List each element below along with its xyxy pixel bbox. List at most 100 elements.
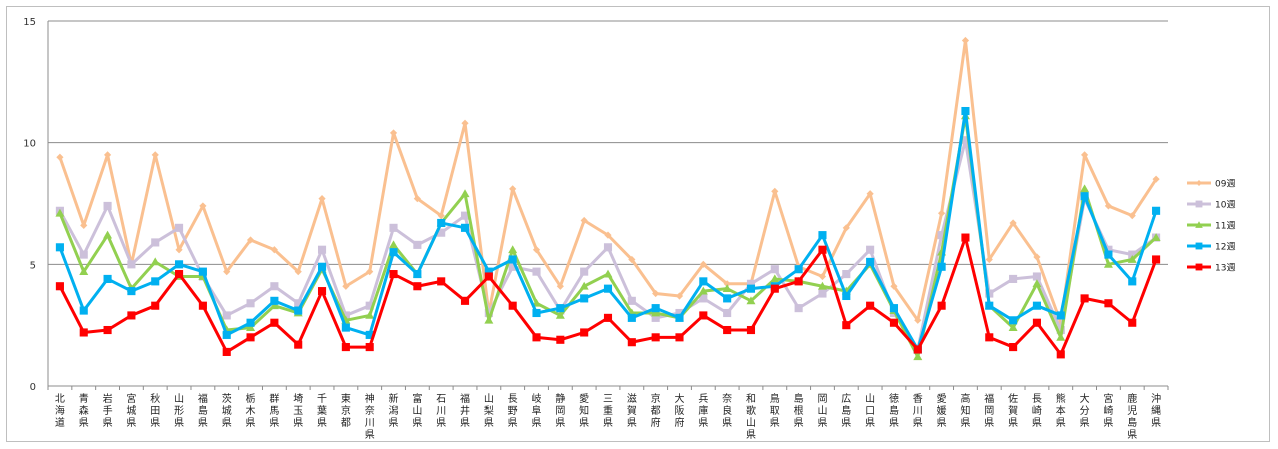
- data-point: [151, 151, 159, 159]
- x-tick-label: 栃木県: [246, 392, 256, 429]
- x-tick-label: 宮崎県: [1103, 392, 1113, 429]
- data-point: [866, 190, 874, 198]
- data-point: [223, 268, 231, 276]
- data-point: [413, 240, 422, 249]
- data-point: [961, 106, 970, 116]
- data-point: [675, 313, 684, 322]
- data-point: [103, 274, 112, 283]
- data-point: [270, 296, 279, 305]
- data-point: [556, 304, 565, 313]
- data-point: [413, 195, 421, 203]
- data-point: [532, 246, 541, 254]
- data-point: [1151, 233, 1161, 241]
- data-point: [127, 287, 136, 296]
- data-point: [603, 269, 613, 278]
- data-point: [294, 299, 303, 308]
- x-tick-label: 岐阜県: [532, 392, 542, 429]
- data-point: [699, 260, 707, 268]
- data-point: [842, 270, 851, 279]
- data-point: [198, 301, 207, 310]
- data-point: [461, 119, 469, 127]
- data-point: [56, 153, 64, 161]
- data-point: [342, 282, 350, 290]
- data-point: [652, 289, 660, 298]
- data-point: [1104, 245, 1113, 254]
- data-point: [532, 267, 541, 276]
- x-tick-label: 福島県: [198, 392, 208, 429]
- data-point: [913, 352, 923, 361]
- data-point: [246, 323, 256, 331]
- data-point: [127, 260, 136, 269]
- data-point: [1032, 318, 1041, 327]
- data-point: [866, 301, 875, 310]
- data-point: [937, 262, 946, 271]
- x-tick-label: 石川県: [436, 394, 446, 429]
- data-point: [961, 233, 970, 242]
- data-point: [532, 308, 541, 318]
- data-point: [675, 292, 684, 300]
- data-point: [389, 270, 398, 279]
- data-point: [818, 231, 827, 240]
- series-4: [55, 106, 1161, 354]
- data-point: [628, 255, 636, 264]
- data-point: [1009, 219, 1017, 227]
- x-tick-label: 山口県: [865, 393, 875, 429]
- data-point: [1080, 151, 1089, 159]
- data-point: [1104, 202, 1113, 210]
- gridlines: [48, 20, 1168, 265]
- data-point: [79, 306, 88, 315]
- data-point: [1056, 311, 1065, 320]
- data-point: [246, 318, 255, 327]
- data-point: [317, 287, 327, 296]
- x-tick-label: 長野県: [508, 393, 518, 429]
- data-point: [580, 328, 589, 337]
- data-point: [175, 246, 183, 254]
- data-point: [556, 335, 565, 344]
- data-point: [1152, 255, 1161, 264]
- x-tick-label: 長崎県: [1032, 393, 1042, 429]
- data-point: [603, 313, 613, 322]
- legend-item: 12週: [1187, 242, 1235, 253]
- data-point: [103, 201, 112, 210]
- legend-item: 10週: [1187, 200, 1235, 211]
- x-tick-label: 群馬県: [269, 392, 279, 429]
- x-tick-label: 神奈川県: [365, 392, 375, 441]
- legend-label: 13週: [1215, 263, 1235, 274]
- data-point: [580, 294, 589, 303]
- data-point: [269, 301, 279, 310]
- legend-item: 11週: [1187, 221, 1235, 232]
- legend-label: 10週: [1215, 200, 1235, 211]
- data-point: [651, 333, 660, 342]
- data-point: [103, 151, 112, 159]
- data-point: [723, 294, 732, 303]
- data-point: [1127, 254, 1137, 263]
- data-point: [699, 311, 708, 320]
- data-point: [366, 268, 374, 276]
- data-point: [723, 325, 732, 335]
- data-point: [1104, 299, 1113, 308]
- data-point: [222, 347, 231, 356]
- y-tick-label: 10: [23, 139, 36, 150]
- data-point: [627, 313, 636, 322]
- data-point: [1009, 274, 1018, 283]
- data-point: [985, 255, 993, 264]
- data-point: [675, 333, 684, 342]
- data-point: [437, 228, 446, 237]
- data-point: [1128, 212, 1136, 220]
- data-point: [103, 230, 113, 239]
- data-point: [294, 340, 303, 349]
- data-point: [890, 282, 898, 290]
- series-1: [56, 36, 1160, 327]
- data-point: [770, 274, 780, 283]
- data-point: [365, 343, 374, 352]
- data-point: [80, 221, 88, 229]
- data-point: [246, 333, 255, 342]
- data-point: [1195, 179, 1203, 187]
- data-point: [818, 272, 827, 281]
- data-point: [151, 277, 160, 286]
- data-point: [365, 301, 374, 310]
- data-point: [127, 311, 136, 320]
- x-tick-label: 愛媛県: [937, 392, 947, 429]
- data-point: [914, 316, 922, 324]
- data-point: [341, 311, 350, 320]
